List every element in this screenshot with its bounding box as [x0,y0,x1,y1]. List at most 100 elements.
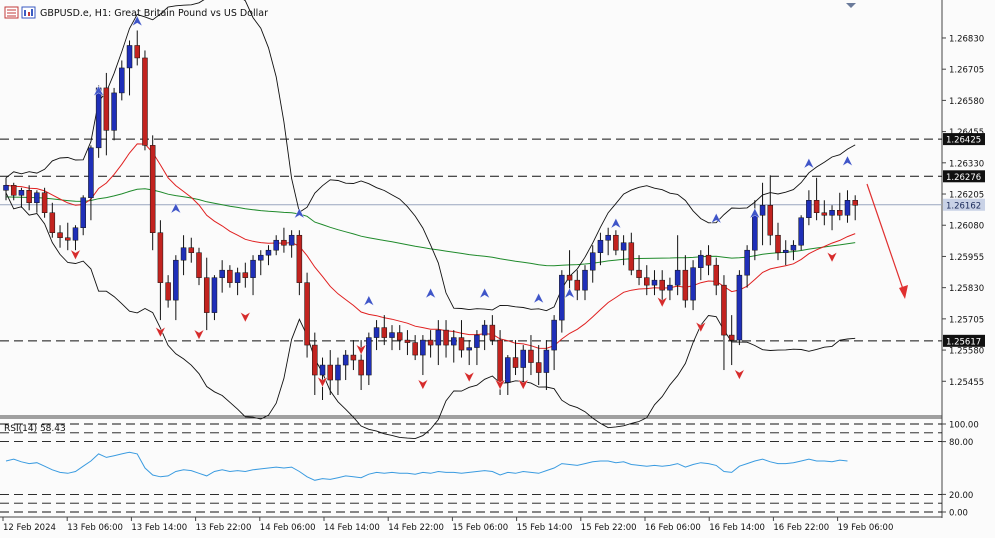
candle-body [636,269,642,278]
rsi-tick-label: 0.00 [949,509,968,519]
price-tag-bg [943,133,985,146]
candle-body [690,267,696,301]
candle [26,185,32,211]
candle-body [613,234,619,251]
candle [775,222,781,261]
window-icon[interactable] [4,6,19,19]
candle [219,260,225,293]
chart-menu-triangle-icon[interactable] [846,3,856,8]
fractal-down-arrow-icon [239,311,251,323]
price-tick-label: 1.25580 [949,347,984,357]
level-price-tag: 1.26425 [943,133,985,146]
fractal-up-arrow-icon [803,157,815,169]
time-tick-label: 13 Feb 06:00 [67,523,123,533]
candle [304,272,310,358]
candle-body [180,247,187,261]
candle-body [736,274,743,341]
candle [211,275,218,321]
price-tick-label: 1.26080 [949,222,984,232]
candle [420,335,426,376]
candle [142,50,148,151]
candle [88,145,94,221]
price-tick-label: 1.26580 [949,97,984,107]
candle [790,240,797,261]
candle-body [589,252,596,271]
candle-body [481,324,488,336]
candle [767,175,774,246]
band-lower-line [5,192,856,440]
candle-body [682,269,689,301]
fractal-down-arrow-icon [317,376,329,388]
candle [427,330,434,358]
candle [628,232,635,276]
candle [180,235,187,276]
candle-body [559,274,565,321]
candle-body [705,254,712,266]
candle-body [466,347,472,351]
fractal-up-arrow-icon [170,202,182,214]
time-axis: 12 Feb 2024 13 Feb 06:00 13 Feb 14:00 13 Fe… [2,517,893,533]
candle-body [65,237,71,241]
time-tick-label: 14 Feb 06:00 [260,523,316,533]
candle-body [258,254,264,261]
fractal-down-arrow-icon [494,379,506,390]
candle-body [782,249,789,253]
candle [234,267,241,296]
forecast-arrow[interactable] [866,183,908,299]
candle [620,235,627,266]
fractal-down-arrow-icon [154,326,166,338]
fractal-up-arrow-icon [93,85,105,97]
candle-body [821,212,828,216]
candle [10,182,17,201]
candle [705,245,712,276]
candle-body [142,57,148,146]
candle-body [250,259,256,278]
candle [551,315,557,371]
candle [41,187,48,218]
candle [296,230,303,296]
candle [65,222,71,251]
fractal-down-arrow-icon [733,369,745,380]
candle-body [443,329,449,346]
candle-body [149,145,156,233]
fractal-down-arrow-icon [417,379,429,390]
fractal-up-arrow-icon [841,155,853,167]
candle-body [574,279,581,291]
candle [713,257,719,296]
candle [636,255,642,286]
candle [682,255,689,308]
candle [288,230,295,258]
candle [574,270,581,301]
candle [188,237,195,263]
candle-body [829,210,835,216]
candle [389,325,395,351]
candle [435,320,442,366]
fractal-down-arrow-icon [826,251,838,263]
fractal-arrows [69,15,853,390]
candle [736,270,743,346]
candle [566,250,573,296]
candle-body [88,147,94,199]
candle-body [628,242,635,271]
fractal-up-arrow-icon [425,287,437,299]
fractal-down-arrow-icon [695,321,707,333]
candle-body [806,200,812,218]
horizontal-levels[interactable] [0,138,942,342]
chart-header: GBPUSD.e, H1: Great Britain Pound vs US … [4,6,268,19]
time-tick-label: 16 Feb 22:00 [773,523,829,533]
candle-body [435,329,442,346]
candle [728,315,735,366]
candle [744,245,750,288]
candle-body [798,217,804,246]
candle-body [505,357,511,383]
candle [281,227,287,253]
rsi-panel[interactable] [0,423,942,513]
candle-body [72,227,79,241]
candle [396,325,403,351]
fractal-up-arrow-icon [293,207,305,219]
candle [373,320,380,351]
chart-type-icon[interactable] [21,6,36,19]
candle-body [420,339,426,356]
